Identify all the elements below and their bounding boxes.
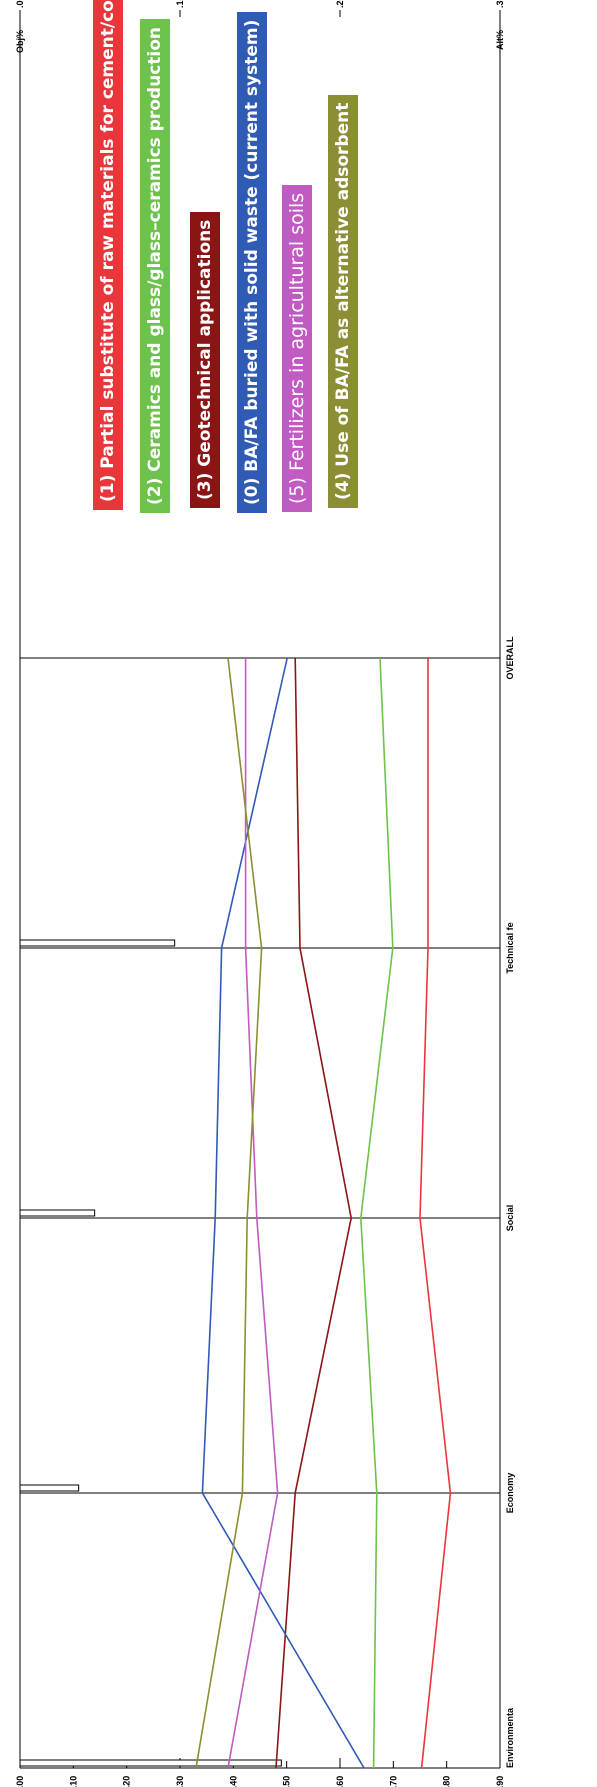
left-tick-label: .20 xyxy=(122,1776,132,1787)
objective-weight-bars xyxy=(19,939,282,1767)
series-line-5 xyxy=(195,657,263,1769)
legend-item-0: (0) BA/FA buried with solid waste (curre… xyxy=(237,11,267,513)
weight-bar-1 xyxy=(19,1759,282,1767)
legend-item-5: (5) Fertilizers in agricultural soils xyxy=(282,184,312,512)
left-tick-label: .00 xyxy=(15,1776,25,1787)
series-line-0 xyxy=(419,658,452,1769)
category-label-1: Economy xyxy=(505,1473,515,1514)
left-tick-label: .50 xyxy=(282,1776,292,1787)
right-tick-label: .10 xyxy=(175,0,185,8)
left-tick-label: .40 xyxy=(228,1776,238,1787)
legend-item-4: (4) Use of BA/FA as alternative adsorben… xyxy=(328,94,358,508)
series-line-3 xyxy=(201,657,365,1769)
left-tick-label: .30 xyxy=(175,1776,185,1787)
series-line-1 xyxy=(359,657,394,1769)
axis-ticks: .00 .10 .20 .30 .40 .50 .60 .70 .80 .90 .00 .10 .20.… xyxy=(15,0,505,1787)
right-axis-label: Alt% xyxy=(495,30,505,50)
weight-bar-3 xyxy=(19,1209,96,1217)
left-tick-label: .80 xyxy=(442,1776,452,1787)
left-tick-label: .70 xyxy=(388,1776,398,1787)
series-line-2 xyxy=(275,657,353,1769)
legend-item-1: (1) Partial substitute of raw materials … xyxy=(93,0,123,510)
series-lines xyxy=(195,657,452,1769)
left-tick-label: .60 xyxy=(335,1776,345,1787)
right-tick-label: .30 xyxy=(495,0,505,8)
weight-bar-2 xyxy=(19,1484,80,1492)
plot-frame xyxy=(19,10,501,1769)
left-axis-label: Obj% xyxy=(15,30,25,53)
legend-item-2: (2) Ceramics and glass/glass–ceramics pr… xyxy=(140,18,170,513)
axis-labels: Obj% Alt% Environmenta Economy Social Technic… xyxy=(15,30,515,1768)
right-tick-label: .20 xyxy=(335,0,345,8)
category-label-3: Technical fe xyxy=(505,922,515,973)
category-label-0: Environmenta xyxy=(505,1707,515,1768)
left-tick-label: .10 xyxy=(68,1776,78,1787)
right-tick-label: .00 xyxy=(15,0,25,8)
legend-item-3: (3) Geotechnical applications xyxy=(190,211,220,508)
category-label-4: OVERALL xyxy=(505,636,515,680)
category-label-2: Social xyxy=(505,1205,515,1232)
left-tick-label: .90 xyxy=(495,1776,505,1787)
series-line-4 xyxy=(227,658,279,1769)
weight-bar-4 xyxy=(19,939,176,947)
